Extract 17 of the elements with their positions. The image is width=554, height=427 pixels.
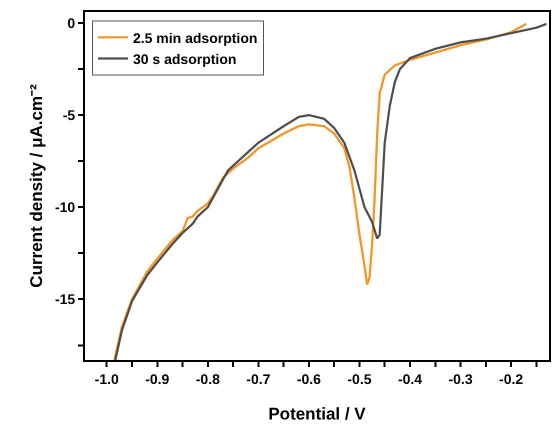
- x-tick-label: -0.7: [246, 370, 271, 387]
- x-tick-label: -1.0: [94, 370, 120, 387]
- y-axis-title: Current density / μA.cm⁻²: [27, 84, 46, 288]
- x-tick-label: -0.8: [196, 370, 220, 387]
- legend-label: 2.5 min adsorption: [132, 30, 258, 46]
- x-tick-label: -0.5: [347, 370, 372, 387]
- x-tick-label: -0.2: [499, 370, 524, 387]
- x-tick-label: -0.4: [398, 370, 422, 387]
- legend-label: 30 s adsorption: [132, 50, 236, 67]
- x-axis-title: Potential / V: [268, 404, 366, 424]
- x-tick-label: -0.6: [296, 370, 322, 387]
- y-tick-label: -5: [62, 107, 76, 124]
- x-tick-label: -0.9: [145, 370, 170, 387]
- y-tick-label: -15: [54, 291, 76, 308]
- x-tick-label: -0.3: [448, 370, 473, 387]
- y-tick-label: 0: [67, 14, 76, 31]
- y-tick-label: -10: [54, 199, 76, 216]
